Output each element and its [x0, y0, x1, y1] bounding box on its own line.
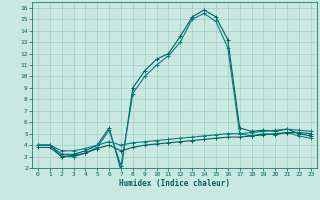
X-axis label: Humidex (Indice chaleur): Humidex (Indice chaleur) [119, 179, 230, 188]
